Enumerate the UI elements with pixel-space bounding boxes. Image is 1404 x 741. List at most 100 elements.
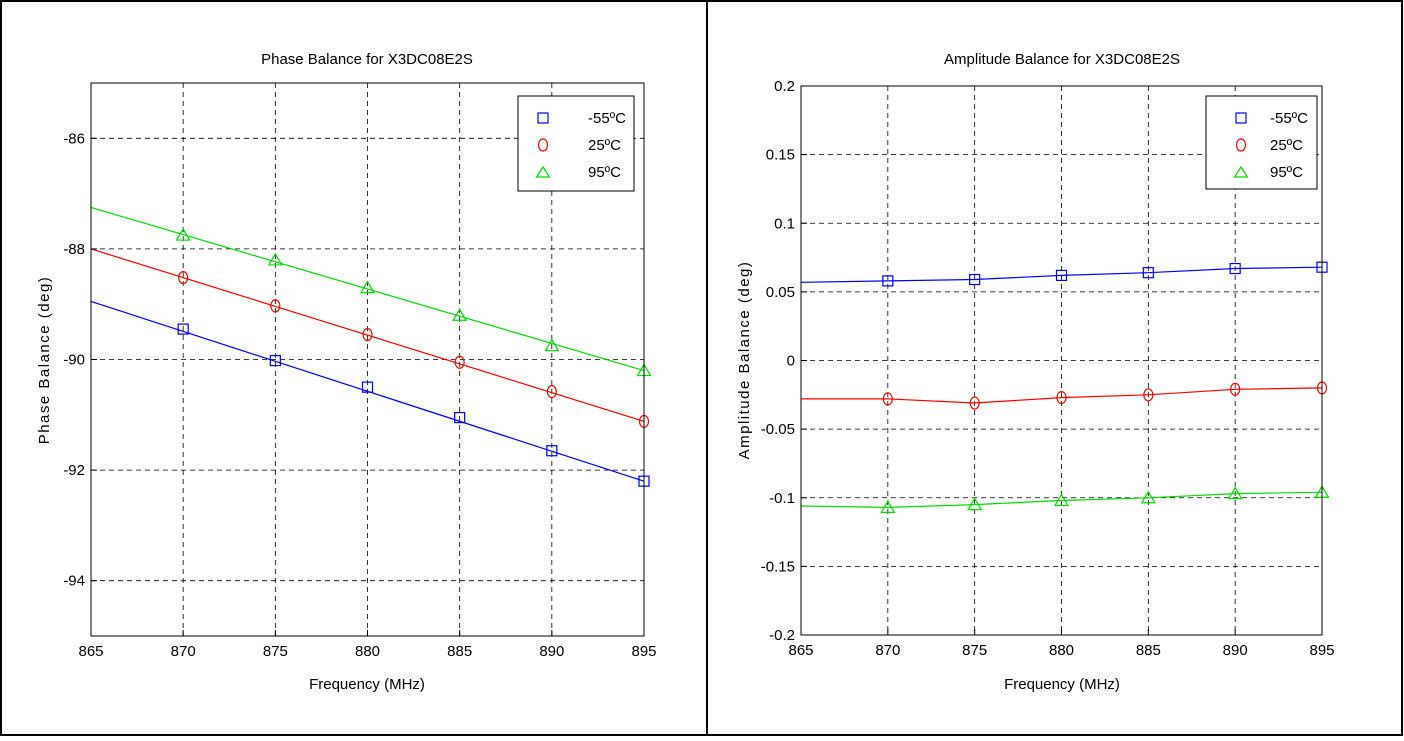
y-tick-label: -92 — [63, 462, 85, 479]
series-line — [90, 206, 645, 372]
y-axis-label: Amplitude Balance (deg) — [736, 261, 753, 460]
data-point-square — [882, 275, 894, 287]
series-line — [90, 248, 645, 422]
data-point-square — [1229, 262, 1241, 275]
y-tick-label: 0.05 — [766, 284, 795, 301]
x-axis-ticks: 865 870 875 880 885 890 895 — [78, 630, 657, 660]
legend-box — [1205, 95, 1318, 190]
legend-circle-marker — [1235, 138, 1247, 152]
chart-title: Phase Balance for X3DC08E2S — [261, 51, 473, 68]
x-tick-label: 865 — [788, 642, 813, 659]
y-tick-label: -0.15 — [761, 558, 795, 575]
data-point-circle — [882, 392, 893, 406]
data-point-triangle — [1053, 493, 1070, 507]
data-point-circle — [270, 299, 281, 313]
data-point-square — [546, 445, 558, 457]
data-point-square — [454, 411, 466, 424]
x-tick-label: 870 — [171, 643, 196, 660]
x-tick-label: 885 — [1136, 642, 1161, 659]
legend-entry: 95ºC — [1233, 164, 1303, 181]
legend-circle-marker — [537, 138, 549, 152]
series-line — [800, 491, 1323, 509]
data-point-square — [269, 355, 281, 367]
series-layer — [90, 206, 652, 487]
data-point-square — [1142, 267, 1154, 279]
x-axis-label: Frequency (MHz) — [309, 676, 425, 693]
x-tick-label: 875 — [962, 642, 987, 659]
x-tick-label: 885 — [447, 643, 472, 660]
y-axis-ticks: 0.2 0.15 0.1 0.05 0 -0.05 -0.1 -0.15 -0.2 — [761, 78, 807, 644]
data-point-circle — [1143, 388, 1154, 402]
data-point-circle — [362, 328, 373, 342]
y-tick-label: -86 — [63, 130, 85, 147]
y-axis-label: Phase Balance (deg) — [36, 276, 53, 445]
data-point-square — [177, 323, 189, 335]
data-point-triangle — [544, 338, 560, 352]
legend-label: 25ºC — [588, 137, 621, 154]
phase-balance-chart: Phase Balance for X3DC08E2S 865 870 875 880… — [36, 51, 657, 693]
y-tick-label: -0.05 — [761, 421, 795, 438]
legend-label: 95ºC — [588, 164, 621, 181]
chart-title: Amplitude Balance for X3DC08E2S — [944, 51, 1180, 68]
legend-square-marker — [537, 112, 549, 124]
amplitude-balance-chart: Amplitude Balance for X3DC08E2S 865 870 87… — [736, 51, 1335, 693]
legend: -55ºC 25ºC 95ºC — [1205, 95, 1318, 190]
data-point-square — [361, 381, 374, 393]
x-tick-label: 865 — [78, 643, 103, 660]
data-point-triangle — [1227, 486, 1243, 500]
data-point-triangle — [967, 497, 983, 511]
series-line — [90, 300, 645, 482]
series-line — [800, 266, 1323, 283]
x-tick-label: 870 — [875, 642, 900, 659]
x-tick-label: 875 — [263, 643, 288, 660]
legend: -55ºC 25ºC 95ºC — [517, 95, 635, 192]
y-tick-label: 0 — [787, 353, 795, 370]
x-tick-label: 880 — [1049, 642, 1074, 659]
legend-triangle-marker — [535, 165, 551, 178]
legend-square-marker — [1235, 112, 1247, 124]
data-point-circle — [178, 271, 189, 285]
data-point-circle — [1230, 382, 1241, 396]
data-point-triangle — [267, 252, 283, 266]
legend-label: -55ºC — [588, 110, 626, 127]
legend-entry: 25ºC — [537, 137, 621, 154]
y-tick-label: -88 — [63, 241, 85, 258]
series-layer — [800, 261, 1330, 513]
legend-entry: 25ºC — [1235, 137, 1303, 154]
y-axis-ticks: -86 -88 -90 -92 -94 — [63, 130, 97, 590]
x-tick-label: 890 — [1223, 642, 1248, 659]
x-axis-ticks: 865 870 875 880 885 890 895 — [788, 629, 1335, 659]
data-point-triangle — [1140, 490, 1156, 504]
data-point-triangle — [452, 308, 468, 321]
data-point-circle — [546, 384, 557, 399]
legend-label: -55ºC — [1270, 110, 1308, 127]
legend-entry: 95ºC — [535, 164, 621, 181]
legend-label: 95ºC — [1270, 164, 1303, 181]
y-tick-label: 0.2 — [774, 78, 795, 95]
x-tick-label: 895 — [631, 643, 656, 660]
legend-label: 25ºC — [1270, 137, 1303, 154]
legend-triangle-marker — [1233, 165, 1249, 178]
x-tick-label: 895 — [1309, 642, 1334, 659]
y-tick-label: 0.15 — [766, 147, 795, 164]
data-point-square — [969, 273, 981, 286]
data-point-square — [1055, 269, 1068, 282]
grid — [91, 83, 644, 636]
series-line — [801, 387, 1323, 404]
data-point-circle — [969, 396, 980, 410]
x-tick-label: 880 — [355, 643, 380, 660]
data-point-circle — [1056, 390, 1067, 405]
data-point-triangle — [175, 227, 191, 241]
y-tick-label: -0.2 — [769, 627, 795, 644]
legend-entry: -55ºC — [537, 110, 626, 127]
y-tick-label: -94 — [63, 573, 85, 590]
y-tick-label: 0.1 — [774, 215, 795, 232]
data-point-triangle — [880, 500, 896, 513]
data-point-triangle — [359, 280, 376, 294]
legend-entry: -55ºC — [1235, 110, 1308, 127]
data-point-circle — [454, 355, 465, 369]
y-tick-label: -90 — [63, 352, 85, 369]
